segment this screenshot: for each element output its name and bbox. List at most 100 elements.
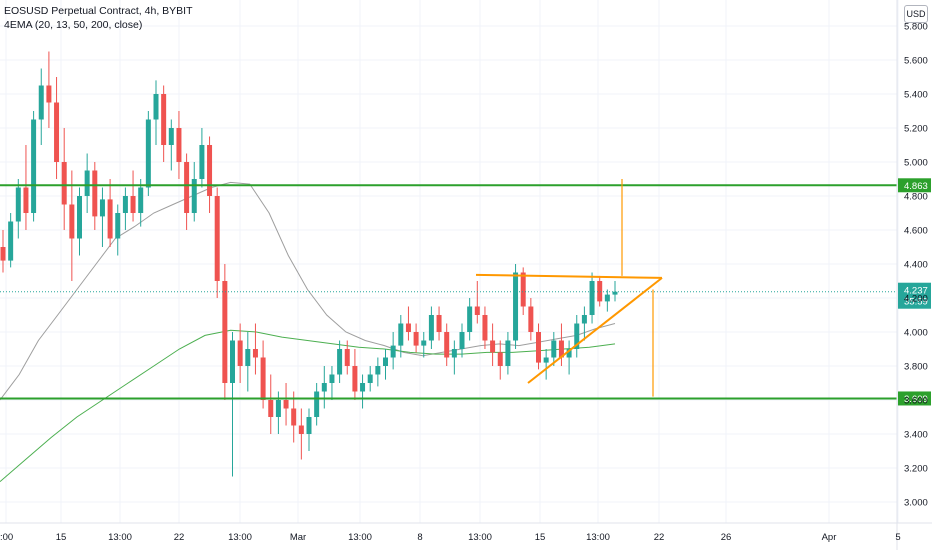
candle-body: [451, 349, 457, 358]
candle: [520, 267, 526, 315]
candle-body: [551, 340, 557, 358]
candle-body: [199, 145, 205, 179]
candle: [168, 119, 174, 171]
candle-body: [474, 306, 480, 315]
candle-body: [92, 170, 98, 217]
candle-body: [38, 85, 44, 120]
symbol-title[interactable]: EOSUSD Perpetual Contract, 4h, BYBIT: [4, 5, 193, 17]
price-axis[interactable]: 3.000 3.200 3.400 3.600 3.800 4.000 4.200 4.400…: [896, 0, 928, 550]
candle-body: [122, 196, 128, 213]
candle: [107, 179, 113, 247]
candle: [8, 213, 14, 268]
candle: [199, 128, 205, 188]
candle-body: [367, 374, 373, 383]
candle-body: [69, 204, 75, 239]
candle-body: [153, 94, 159, 120]
indicator-label[interactable]: 4EMA (20, 13, 50, 200, close): [4, 19, 143, 31]
candle-body: [428, 315, 434, 341]
candle-body: [352, 366, 358, 392]
candle: [558, 323, 564, 366]
candles: [0, 51, 618, 477]
price-tick-label: 3.200: [904, 464, 928, 475]
candle-body: [482, 315, 488, 341]
time-tick-label: 26: [721, 532, 732, 543]
price-tick-label: 4.200: [904, 294, 928, 305]
candle: [337, 340, 343, 383]
time-tick-label: 15: [56, 532, 67, 543]
candle: [31, 111, 37, 222]
candle: [451, 340, 457, 375]
price-tick-label: 4.400: [904, 260, 928, 271]
candle-body: [230, 340, 235, 383]
time-tick-label: Apr: [822, 532, 837, 543]
candle-body: [245, 349, 251, 366]
candle: [474, 281, 480, 324]
candle-body: [161, 94, 167, 145]
candle-body: [421, 340, 427, 346]
candle: [122, 187, 128, 230]
currency-button[interactable]: USD: [904, 5, 928, 23]
candle: [115, 204, 121, 256]
candle-body: [505, 340, 511, 366]
candle: [467, 298, 473, 341]
candle: [283, 383, 289, 426]
candle: [145, 111, 151, 196]
candle: [46, 51, 52, 128]
price-tick-label: 4.600: [904, 226, 928, 237]
candle-body: [260, 357, 266, 400]
candle-body: [61, 162, 67, 205]
candle: [482, 306, 488, 349]
candle: [367, 366, 373, 392]
candle-body: [329, 374, 335, 383]
candle-body: [237, 340, 243, 366]
candle: [222, 264, 228, 400]
candle-body: [23, 187, 29, 213]
candle-body: [444, 332, 450, 358]
candle: [405, 306, 411, 341]
candle-body: [405, 323, 411, 332]
candle-body: [337, 349, 343, 375]
candle-body: [54, 102, 60, 162]
candle-body: [145, 119, 151, 188]
last-price-label: 4.237: [904, 286, 928, 297]
candle: [54, 77, 60, 179]
candle: [383, 349, 388, 380]
candle: [581, 306, 587, 341]
triangle-resistance-line[interactable]: [475, 273, 663, 279]
candle: [138, 179, 144, 227]
candle: [214, 187, 220, 298]
candle-body: [390, 345, 396, 358]
candle: [176, 111, 182, 179]
triangle-support-line[interactable]: [527, 277, 663, 384]
candle-body: [222, 281, 228, 383]
price-tick-label: 5.600: [904, 56, 928, 67]
candle-body: [436, 315, 442, 332]
candle: [390, 332, 396, 370]
time-tick-label: Mar: [290, 532, 306, 543]
candle: [207, 136, 213, 213]
candle-body: [467, 306, 473, 332]
candle: [161, 85, 167, 162]
candle: [260, 340, 266, 409]
candle-body: [497, 352, 503, 366]
candle: [360, 374, 366, 409]
candle: [23, 145, 29, 230]
candle: [352, 349, 358, 400]
level-badge-label: 4.863: [904, 181, 928, 192]
candle: [306, 408, 312, 451]
level-badge-label: 3.609: [904, 394, 928, 405]
countdown-label: 35:59: [904, 297, 928, 308]
price-tick-label: 3.400: [904, 430, 928, 441]
ema-green-line: [0, 329, 616, 482]
candle-body: [268, 400, 274, 417]
time-tick-label: :00: [0, 532, 13, 543]
candle-body: [84, 170, 90, 196]
drawings[interactable]: [475, 179, 663, 397]
candle: [38, 68, 44, 145]
candle-body: [214, 196, 220, 281]
candle: [490, 323, 496, 366]
time-axis[interactable]: :00 15 13:00 22 13:00 Mar 13:00 8 13:00 15 13:00 22…: [0, 522, 932, 543]
candle: [528, 298, 534, 341]
